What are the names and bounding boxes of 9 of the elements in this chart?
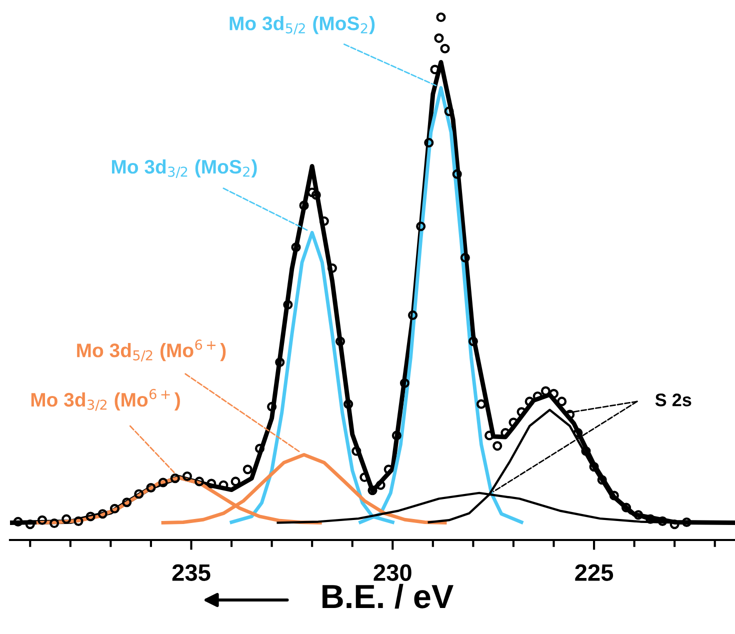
text: Mo 3d$_{3/2}$ (Mo$^{6+}$) xyxy=(31,388,180,411)
text: Mo 3d$_{5/2}$ (MoS$_{2}$) xyxy=(230,16,375,35)
x-axis-title: B.E. / eV xyxy=(322,584,454,609)
x-tick-label: 230 xyxy=(374,564,412,581)
text: Mo 3d$_{3/2}$ (MoS$_{2}$) xyxy=(112,159,257,178)
annotation: S 2s xyxy=(655,394,692,406)
x-tick-label: 225 xyxy=(575,564,614,581)
x-tick-label: 235 xyxy=(172,564,210,581)
text: Mo 3d$_{5/2}$ (Mo$^{6+}$) xyxy=(77,340,226,362)
